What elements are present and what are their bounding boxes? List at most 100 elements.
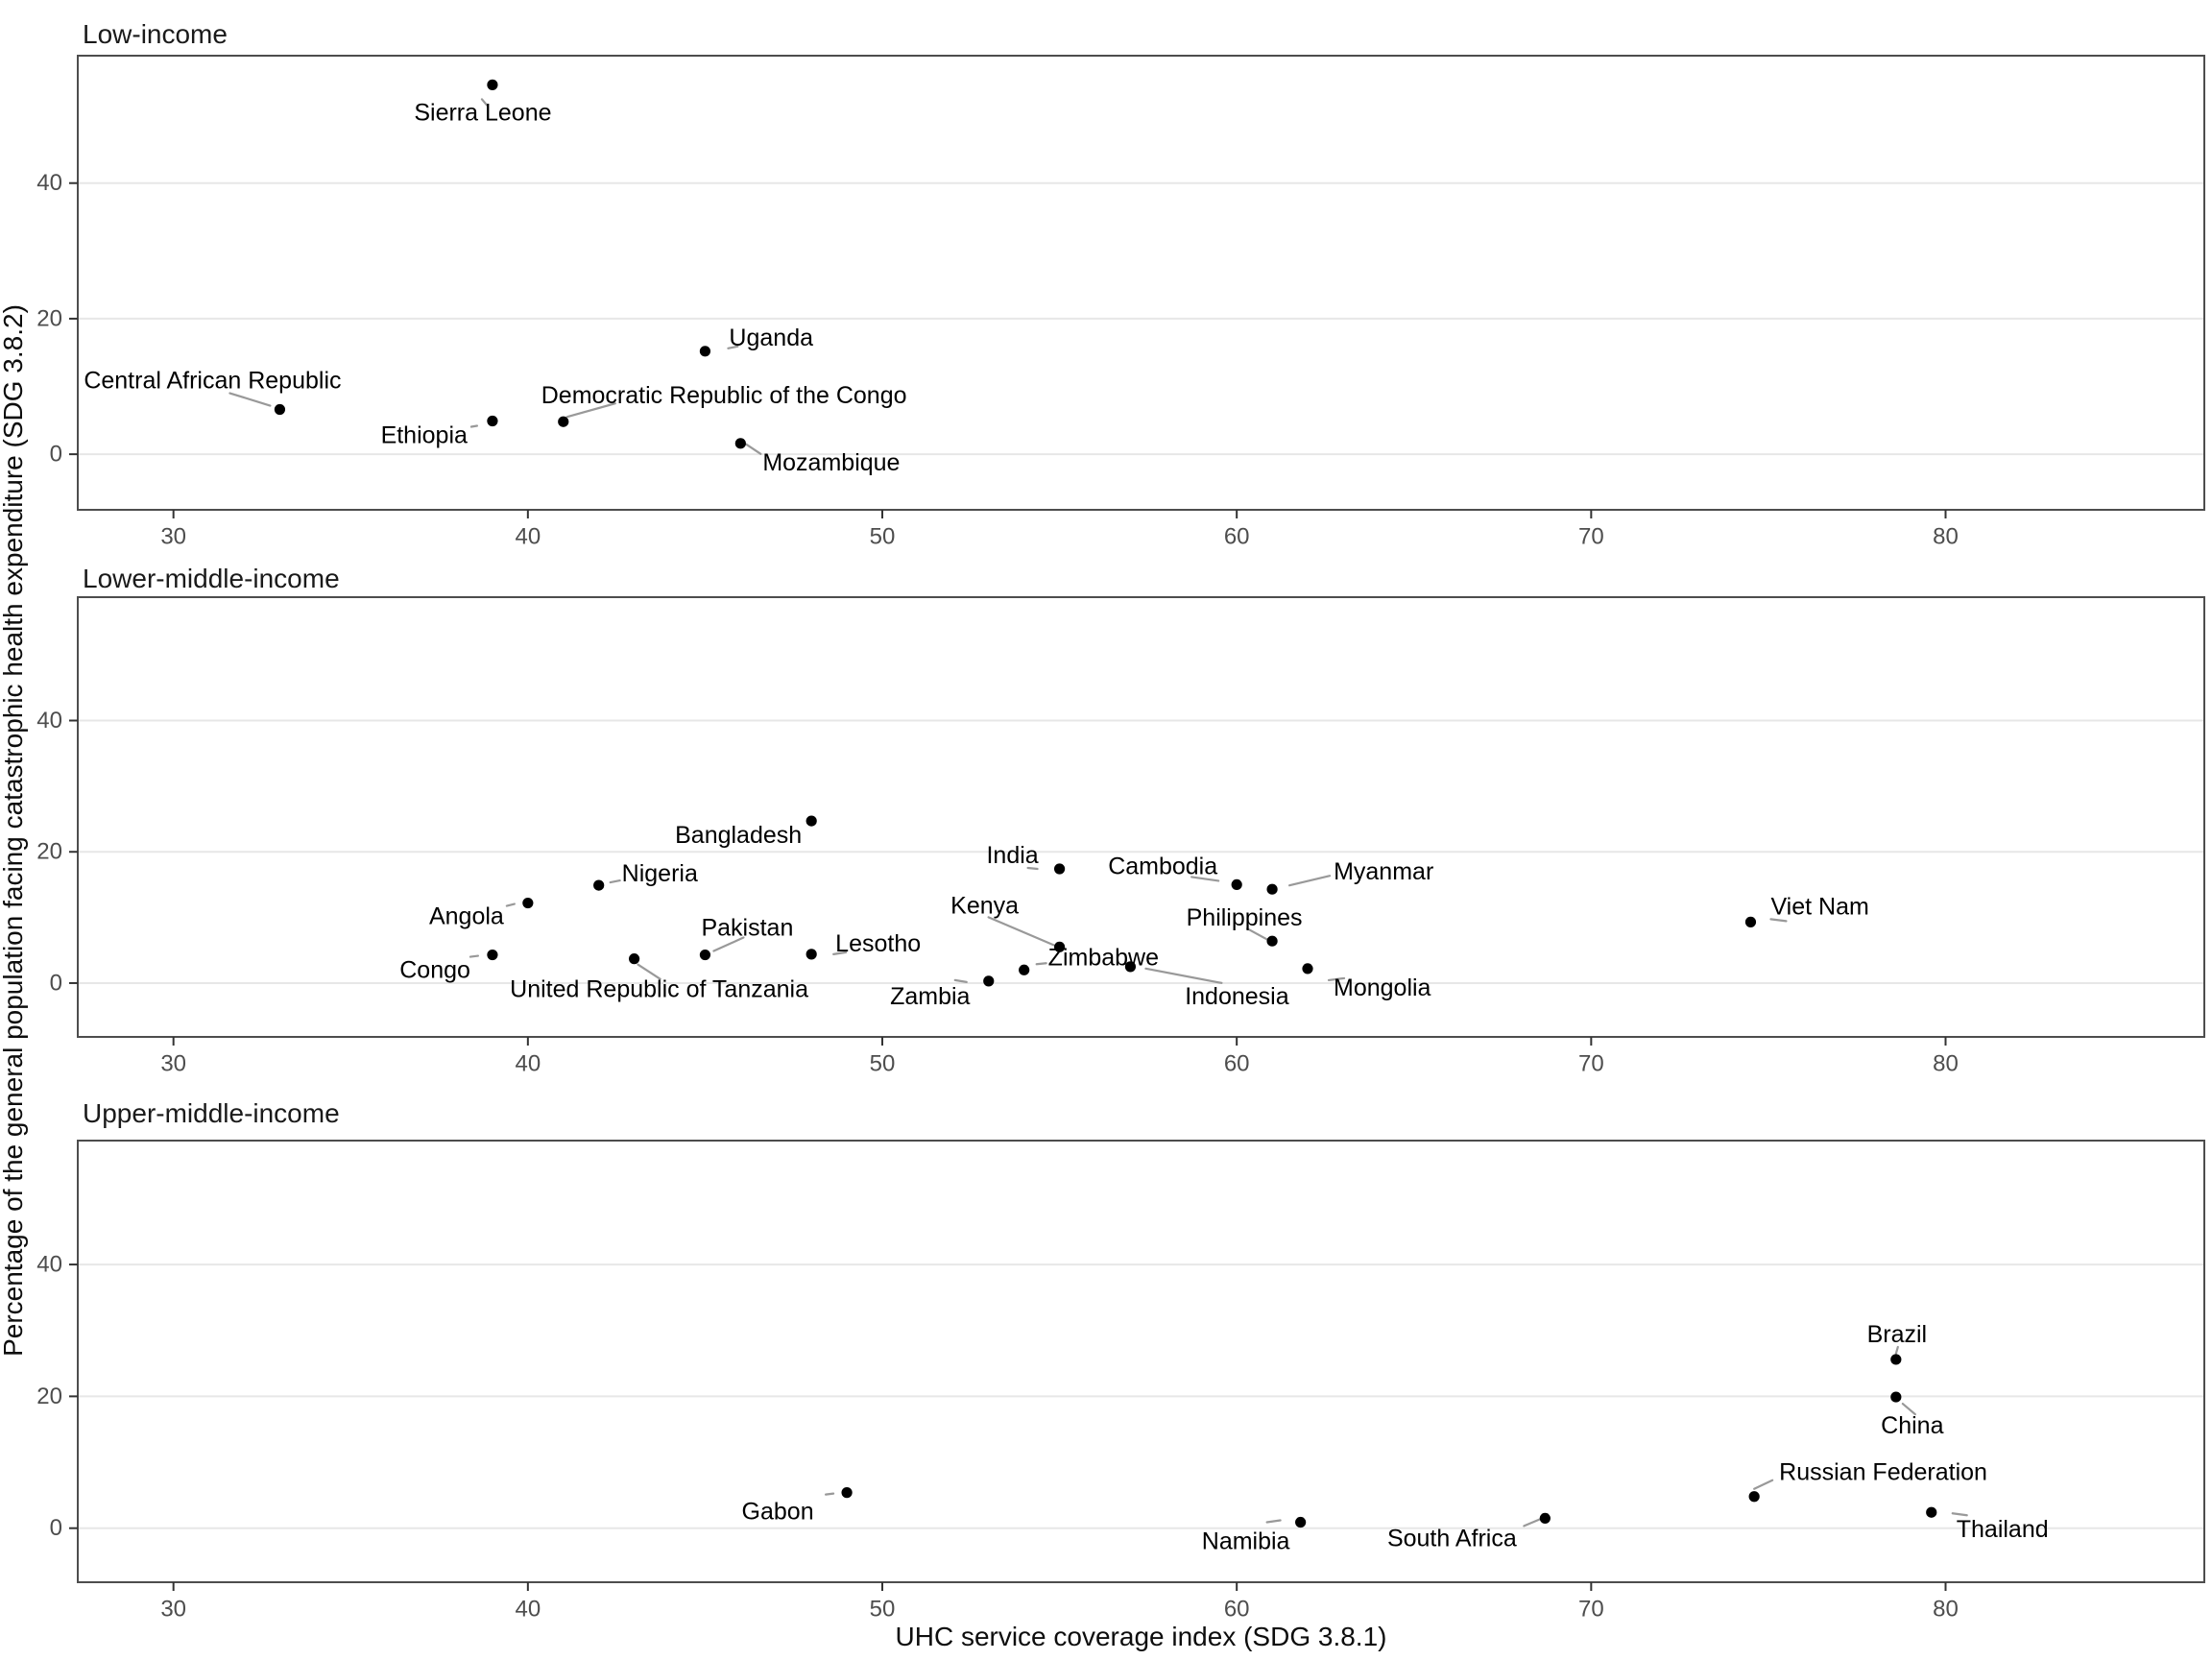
x-tick-label: 70 (1578, 1597, 1604, 1623)
label-leader (1523, 1517, 1544, 1528)
data-point (487, 949, 498, 961)
point-label: Congo (399, 957, 470, 984)
x-tick-label: 60 (1224, 1051, 1250, 1077)
data-point (699, 346, 711, 357)
y-axis-title: Percentage of the general population fac… (0, 304, 28, 1357)
y-tick-label: 20 (36, 305, 62, 331)
x-tick-label: 80 (1933, 1597, 1959, 1623)
point-label: India (986, 842, 1038, 869)
point-label: Cambodia (1108, 853, 1217, 879)
data-point (1926, 1506, 1937, 1518)
x-tick-label: 70 (1578, 524, 1604, 550)
data-point (1890, 1391, 1902, 1403)
point-label: Uganda (729, 325, 813, 351)
label-leader (1287, 875, 1332, 887)
point-label: China (1881, 1412, 1943, 1439)
point-label: Gabon (742, 1499, 814, 1526)
data-point (805, 815, 817, 827)
data-point (1231, 878, 1242, 891)
data-point (558, 416, 569, 427)
point-label: Central African Republic (84, 368, 341, 395)
data-point (841, 1487, 853, 1499)
label-leader (480, 98, 489, 107)
point-label: Kenya (950, 892, 1019, 919)
label-leader (505, 902, 516, 907)
data-point (1124, 961, 1137, 973)
label-leader (469, 954, 480, 958)
data-point (593, 879, 605, 891)
point-label: Mongolia (1334, 974, 1431, 1001)
label-leader (712, 936, 745, 952)
x-tick-label: 70 (1578, 1051, 1604, 1077)
data-point (1744, 916, 1757, 927)
label-leader (1894, 1345, 1899, 1356)
label-leader (1327, 976, 1346, 982)
label-leader (565, 402, 616, 419)
point-label: Namibia (1202, 1528, 1290, 1555)
point-label: Philippines (1187, 904, 1303, 931)
data-point (628, 953, 640, 965)
x-axis-title: UHC service coverage index (SDG 3.8.1) (895, 1622, 1387, 1651)
point-label: Russian Federation (1779, 1459, 1987, 1486)
data-point (487, 415, 498, 427)
label-leader (953, 978, 968, 983)
facet-title-lower-middle-income: Lower-middle-income (83, 564, 340, 593)
y-tick-label: 40 (36, 170, 62, 196)
data-point (1302, 963, 1313, 974)
data-point (1053, 863, 1066, 875)
data-point (1295, 1516, 1307, 1528)
label-leader (1190, 876, 1220, 882)
y-tick-label: 20 (36, 1383, 62, 1409)
data-point (487, 79, 498, 90)
x-tick-label: 80 (1933, 1051, 1959, 1077)
label-leader (1144, 967, 1223, 984)
point-label: Democratic Republic of the Congo (541, 382, 907, 409)
data-point (699, 949, 711, 961)
label-leader (727, 345, 739, 349)
label-leader (228, 392, 272, 407)
point-label: Zambia (890, 983, 970, 1010)
point-label: Thailand (1957, 1516, 2049, 1543)
point-label: Mozambique (762, 449, 900, 476)
point-label: Myanmar (1334, 858, 1433, 885)
x-tick-label: 50 (870, 1051, 896, 1077)
x-tick-label: 40 (515, 1597, 541, 1623)
label-leader (832, 950, 848, 955)
point-label: Zimbabwe (1048, 944, 1159, 971)
y-tick-label: 0 (50, 970, 62, 996)
point-label: Viet Nam (1770, 893, 1868, 920)
x-tick-label: 50 (870, 524, 896, 550)
point-label: Ethiopia (381, 422, 468, 449)
point-label: Bangladesh (675, 822, 802, 849)
label-leader (745, 443, 762, 455)
point-label: Lesotho (835, 930, 921, 957)
y-tick-label: 40 (36, 708, 62, 734)
label-leader (824, 1492, 835, 1496)
data-point (983, 975, 995, 987)
label-leader (1951, 1512, 1968, 1517)
x-tick-label: 30 (160, 524, 186, 550)
label-leader (637, 963, 661, 980)
label-leader (1265, 1519, 1282, 1524)
point-label: United Republic of Tanzania (510, 976, 808, 1003)
panel-border (77, 55, 2205, 511)
x-tick-label: 40 (515, 1051, 541, 1077)
point-label: Angola (429, 903, 504, 930)
point-label: Indonesia (1185, 983, 1289, 1010)
point-label: Sierra Leone (414, 99, 551, 126)
label-leader (1901, 1402, 1916, 1416)
data-point (1266, 883, 1278, 895)
label-leader (609, 878, 621, 884)
data-point (274, 403, 286, 416)
data-point (1539, 1512, 1551, 1525)
x-tick-label: 40 (515, 524, 541, 550)
data-point (805, 949, 817, 960)
x-tick-label: 80 (1933, 524, 1959, 550)
data-point (522, 897, 534, 909)
y-tick-label: 0 (50, 442, 62, 468)
label-leader (1026, 866, 1039, 871)
y-tick-label: 0 (50, 1515, 62, 1541)
point-label: South Africa (1387, 1525, 1517, 1552)
